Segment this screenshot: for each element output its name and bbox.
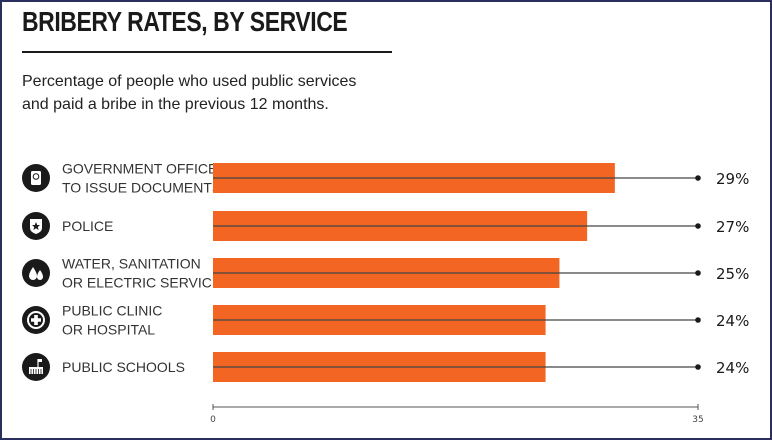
value-label: 29% xyxy=(716,170,749,188)
value-label: 25% xyxy=(716,265,749,283)
leader-dot xyxy=(695,317,701,323)
passport-shape xyxy=(31,171,41,185)
drop-shape xyxy=(29,267,37,280)
leader-dot xyxy=(695,223,701,229)
chart-title: BRIBERY RATES, BY SERVICE xyxy=(22,6,348,37)
category-label: PUBLIC CLINIC xyxy=(62,303,162,319)
water-drops-icon xyxy=(22,259,50,287)
category-label: TO ISSUE DOCUMENTS xyxy=(62,180,221,196)
school-icon xyxy=(22,353,50,381)
cross-shape xyxy=(31,315,41,325)
category-label: PUBLIC SCHOOLS xyxy=(62,359,185,375)
leader-dot xyxy=(695,175,701,181)
value-label: 24% xyxy=(716,359,749,377)
flag-shape xyxy=(38,359,42,362)
medical-cross-icon xyxy=(22,306,50,334)
x-tick-label: 0 xyxy=(210,415,216,425)
value-label: 24% xyxy=(716,312,749,330)
drop-shape xyxy=(37,270,43,280)
title-underline xyxy=(22,51,392,53)
category-label: OR HOSPITAL xyxy=(62,322,155,338)
passport-icon xyxy=(22,164,50,192)
leader-dot xyxy=(695,270,701,276)
category-label: POLICE xyxy=(62,218,113,234)
x-tick-label: 35 xyxy=(692,415,703,425)
police-badge-icon xyxy=(22,212,50,240)
star-shape xyxy=(32,222,40,230)
category-label: OR ELECTRIC SERVICES xyxy=(62,275,231,291)
globe-shape xyxy=(32,173,40,180)
subtitle-line: and paid a bribe in the previous 12 mont… xyxy=(22,96,329,113)
subtitle-line: Percentage of people who used public ser… xyxy=(22,73,357,90)
category-label: WATER, SANITATION xyxy=(62,256,201,272)
category-label: GOVERNMENT OFFICE xyxy=(62,161,217,177)
leader-dot xyxy=(695,364,701,370)
value-label: 27% xyxy=(716,218,749,236)
chart-subtitle: Percentage of people who used public ser… xyxy=(22,70,422,116)
ring-shape xyxy=(27,311,45,329)
